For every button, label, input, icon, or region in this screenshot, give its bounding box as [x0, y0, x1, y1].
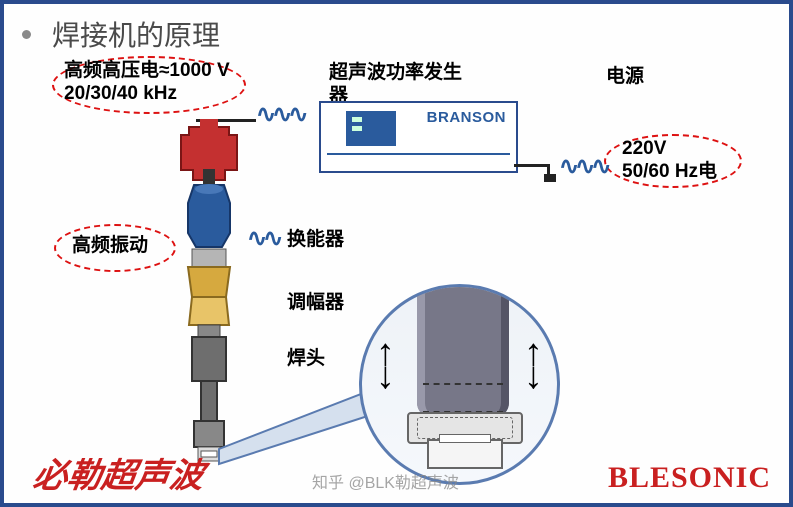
label-power: 电源 [606, 66, 644, 89]
bullet-dot [22, 30, 31, 39]
zoom-horn-tip [417, 284, 509, 417]
panel-led [352, 117, 362, 122]
cable-right-h1 [514, 164, 549, 167]
label-hf-vib: 高频振动 [72, 235, 148, 258]
wave-right-icon: ∿∿∿ [559, 152, 607, 181]
generator-line [327, 153, 510, 155]
zoom-anvil [427, 439, 503, 469]
brand-left: 必勒超声波 [31, 448, 208, 497]
generator-panel [346, 111, 396, 146]
diagram-page: 焊接机的原理 高频高压电≈1000 V 20/30/40 kHz 高频振动 22… [0, 0, 793, 507]
label-transducer: 换能器 [287, 229, 344, 252]
brand-right: BLESONIC [608, 461, 771, 495]
zoom-circle: ↑↓ ↑↓ [359, 284, 560, 485]
generator-box: BRANSON [319, 101, 518, 173]
label-mains: 220V 50/60 Hz电 [622, 138, 717, 184]
label-booster: 调幅器 [287, 292, 344, 315]
label-hf-hv: 高频高压电≈1000 V 20/30/40 kHz [64, 60, 230, 106]
arrow-up-down-right-icon: ↑↓ [524, 342, 543, 388]
cable-plug-icon [544, 174, 556, 182]
label-horn: 焊头 [287, 348, 325, 371]
page-title: 焊接机的原理 [52, 14, 220, 54]
arrow-up-down-left-icon: ↑↓ [376, 342, 395, 388]
watermark-text: 知乎 @BLK勒超声波 [312, 469, 459, 493]
panel-led [352, 126, 362, 131]
generator-logo: BRANSON [427, 109, 506, 126]
